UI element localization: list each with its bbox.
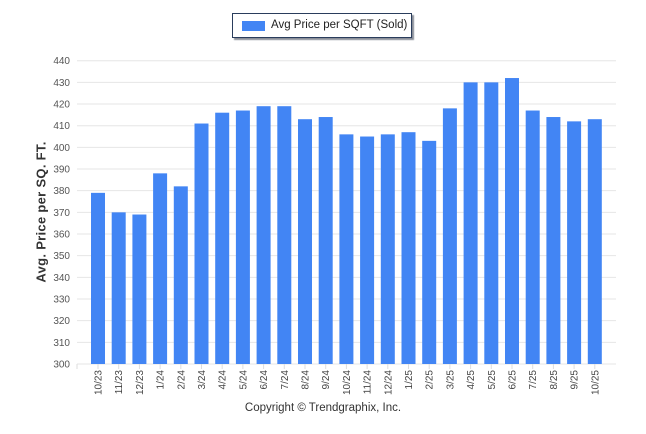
bar	[298, 119, 312, 364]
bar	[360, 136, 375, 364]
bar	[91, 192, 105, 364]
x-tick-label: 1/24	[156, 370, 167, 390]
x-tick-label: 10/23	[94, 370, 105, 395]
bar	[587, 119, 602, 364]
copyright-text: Copyright © Trendgraphix, Inc.	[244, 402, 402, 414]
y-tick-label: 320	[53, 316, 70, 327]
bar	[505, 78, 519, 364]
x-tick-label: 4/24	[218, 370, 229, 390]
x-tick-label: 3/24	[197, 370, 208, 390]
bar	[256, 106, 271, 364]
bar	[339, 134, 354, 364]
bar	[401, 132, 416, 364]
bar	[173, 186, 188, 364]
x-tick-label: 10/24	[342, 370, 353, 395]
x-tick-label: 11/23	[114, 370, 125, 395]
x-tick-label: 6/25	[508, 370, 519, 390]
bar	[442, 108, 457, 365]
y-tick-label: 370	[53, 208, 70, 219]
x-tick-label: 8/24	[301, 370, 312, 390]
bar	[132, 214, 147, 364]
x-tick-label: 4/25	[466, 370, 477, 390]
x-tick-label: 7/24	[280, 370, 291, 390]
bar	[318, 117, 333, 364]
y-tick-label: 410	[53, 121, 70, 132]
y-axis-ticks: 300 310 320 330 340 350 360 370 380 390 400 410 420 4…	[53, 56, 70, 370]
bar	[277, 106, 292, 364]
x-tick-label: 12/23	[135, 370, 146, 395]
legend-swatch	[242, 21, 265, 31]
y-tick-label: 420	[53, 100, 70, 111]
bar	[194, 123, 209, 364]
y-tick-label: 360	[53, 230, 70, 241]
bar	[153, 173, 168, 364]
x-tick-label: 1/25	[404, 370, 415, 390]
x-tick-label: 5/24	[238, 370, 249, 390]
bar	[422, 140, 437, 364]
x-tick-label: 5/25	[487, 370, 498, 390]
legend-label: Avg Price per SQFT (Sold)	[271, 19, 408, 31]
y-tick-label: 380	[53, 186, 70, 197]
bar	[546, 117, 561, 364]
y-tick-label: 300	[53, 360, 70, 371]
bars	[91, 78, 602, 365]
bar	[567, 121, 582, 364]
x-tick-label: 11/24	[363, 370, 374, 395]
legend: Avg Price per SQFT (Sold)	[232, 13, 412, 38]
x-tick-label: 7/25	[528, 370, 539, 390]
x-tick-label: 8/25	[549, 370, 560, 390]
bar	[380, 134, 395, 364]
bar	[111, 212, 126, 364]
bar	[463, 82, 478, 364]
bar	[484, 82, 499, 364]
x-tick-label: 3/25	[445, 370, 456, 390]
x-tick-label: 9/25	[570, 370, 581, 390]
bar	[525, 110, 540, 364]
x-tick-label: 2/25	[425, 370, 436, 390]
x-tick-label: 9/24	[321, 370, 332, 390]
x-tick-label: 12/24	[383, 370, 394, 395]
y-tick-label: 350	[53, 251, 70, 262]
bar	[235, 110, 250, 364]
x-axis-ticks: 10/23 11/23 12/23 1/24 2/24 3/24 4/24 5/24 6/24 7…	[76, 364, 601, 395]
y-tick-label: 440	[53, 56, 70, 67]
y-tick-label: 330	[53, 295, 70, 306]
y-tick-label: 430	[53, 78, 70, 89]
y-axis-label: Avg. Price per SQ. FT.	[33, 141, 49, 283]
y-tick-label: 390	[53, 165, 70, 176]
x-tick-label: 2/24	[176, 370, 187, 390]
x-tick-label: 10/25	[590, 370, 601, 395]
x-tick-label: 6/24	[259, 370, 270, 390]
bar	[215, 112, 230, 365]
y-tick-label: 340	[53, 273, 70, 284]
y-tick-label: 310	[53, 338, 70, 349]
y-tick-label: 400	[53, 143, 70, 154]
